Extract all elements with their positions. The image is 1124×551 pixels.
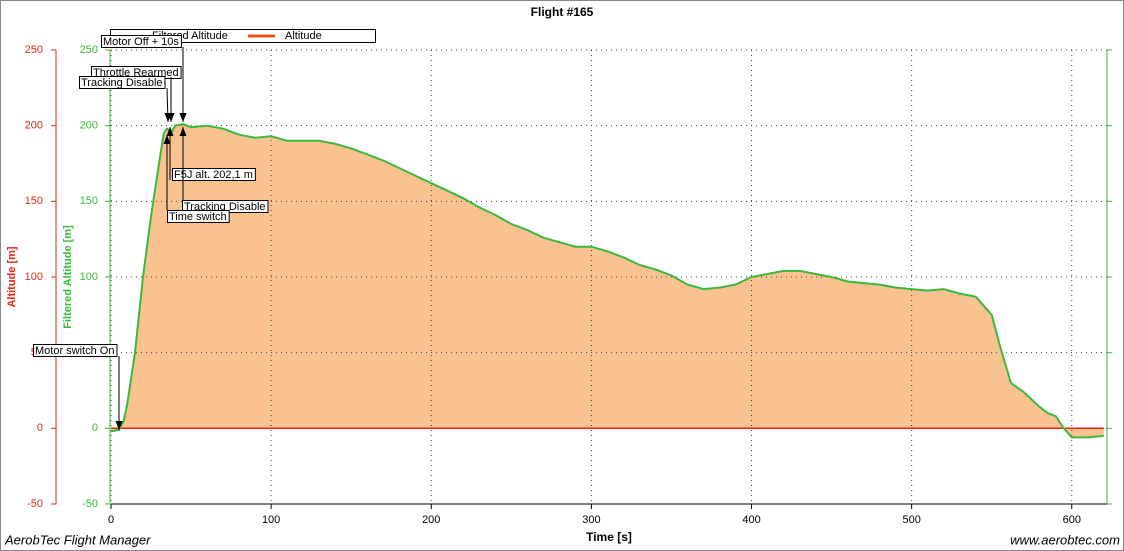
annotation-text: Time switch	[169, 211, 227, 223]
y-tick-label: 200	[25, 120, 43, 132]
x-tick-label: 100	[262, 514, 280, 526]
legend-label: Altitude	[285, 30, 322, 42]
annotation: Motor switch On	[33, 344, 123, 430]
y2-tick-label: 200	[80, 120, 98, 132]
y-tick-label: -50	[27, 498, 43, 510]
y-tick-label: 100	[25, 271, 43, 283]
x-tick-label: 500	[902, 514, 920, 526]
y2-tick-label: 150	[80, 195, 98, 207]
y-axis-label: Altitude [m]	[6, 246, 18, 307]
x-tick-label: 400	[742, 514, 760, 526]
annotation: Throttle Rearmed	[91, 66, 182, 122]
chart-title: Flight #165	[531, 5, 594, 19]
y2-tick-label: 100	[80, 271, 98, 283]
x-tick-label: 600	[1063, 514, 1081, 526]
arrow-head	[179, 113, 187, 122]
arrow-head	[164, 113, 172, 122]
annotation-text: Motor Off + 10s	[103, 36, 179, 48]
annotation-text: F5J alt. 202,1 m	[174, 169, 253, 181]
y-tick-label: 0	[37, 422, 43, 434]
annotation-text: Tracking Disable	[81, 77, 163, 89]
annotation-text: Tracking Disable	[184, 201, 266, 213]
annotation-text: Throttle Rearmed	[93, 67, 179, 79]
x-axis-label: Time [s]	[586, 530, 632, 544]
y2-tick-label: 0	[92, 422, 98, 434]
y2-tick-label: 250	[80, 44, 98, 56]
arrow-head	[163, 135, 171, 144]
x-tick-label: 0	[108, 514, 114, 526]
annotation: Motor Off + 10s	[101, 35, 187, 122]
annotation-box	[167, 210, 230, 223]
annotation-text: Motor switch On	[35, 345, 114, 357]
footer-left: AerobTec Flight Manager	[4, 532, 151, 547]
y-tick-label: 250	[25, 44, 43, 56]
annotation: Tracking Disable	[79, 76, 172, 123]
x-tick-label: 200	[422, 514, 440, 526]
x-tick-label: 300	[582, 514, 600, 526]
line	[110, 123, 1104, 439]
annotation-box	[79, 76, 166, 89]
y2-axis-label: Filtered Altitude [m]	[62, 225, 74, 329]
annotation: Time switch	[163, 135, 230, 223]
annotation-box	[101, 35, 182, 48]
footer-right: www.aerobtec.com	[1010, 532, 1120, 547]
arrow-head	[179, 127, 187, 136]
arrow-head	[166, 127, 174, 136]
y-tick-label: 150	[25, 195, 43, 207]
annotation: Tracking Disable	[179, 127, 269, 213]
annotation-box	[172, 168, 256, 181]
annotation-box	[33, 344, 118, 357]
annotation: F5J alt. 202,1 m	[166, 127, 256, 181]
area	[111, 124, 1104, 438]
arrow-head	[115, 421, 123, 430]
y2-tick-label: -50	[82, 498, 98, 510]
